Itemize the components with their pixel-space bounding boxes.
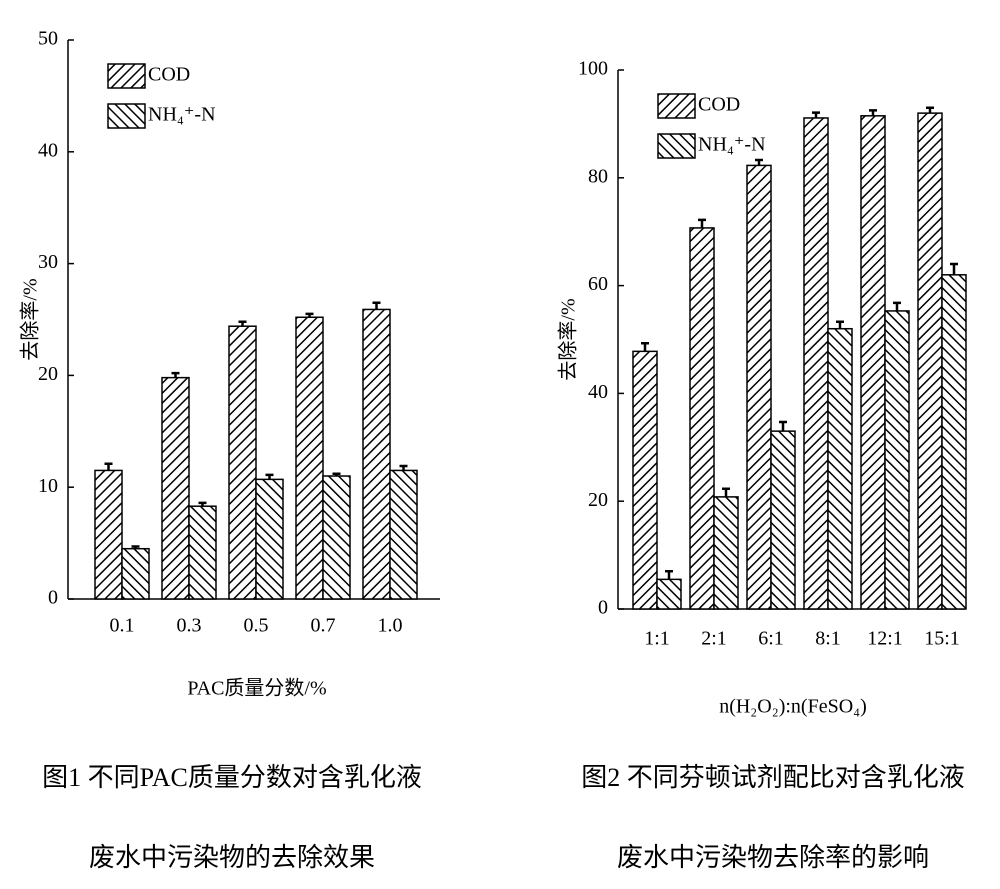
y-tick-label: 40	[38, 139, 58, 161]
bar	[713, 496, 739, 610]
x-tick-label: 15:1	[924, 628, 960, 650]
caption: 图1 不同PAC质量分数对含乳化液	[42, 763, 422, 792]
x-tick-label: 2:1	[701, 628, 727, 650]
error-bar	[722, 487, 730, 497]
error-bar	[926, 106, 934, 114]
error-bar	[265, 473, 274, 480]
y-tick-label: 50	[38, 28, 58, 50]
error-bar	[836, 320, 844, 329]
y-axis-label: 去除率/%	[557, 298, 580, 380]
y-tick-label: 0	[598, 597, 608, 619]
x-tick-label: 0.1	[110, 615, 135, 637]
x-tick-label: 0.5	[244, 615, 269, 637]
error-bar	[665, 570, 673, 580]
x-tick-label: 12:1	[867, 628, 903, 650]
x-tick-label: 0.3	[177, 615, 202, 637]
legend-swatch	[107, 103, 146, 129]
error-bar	[698, 218, 706, 228]
bar	[941, 274, 967, 610]
bar	[295, 316, 324, 600]
legend-label: NH₄⁺-N	[148, 104, 216, 126]
legend-label: NH₄⁺-N	[698, 134, 766, 156]
bar	[94, 469, 123, 600]
error-bar	[641, 342, 649, 352]
bar	[322, 475, 351, 600]
x-axis-label: n(H₂O₂):n(FeSO₄)	[719, 696, 867, 718]
error-bar	[372, 301, 381, 310]
x-tick-label: 6:1	[758, 628, 784, 650]
error-bar	[305, 312, 314, 318]
x-tick-label: 1:1	[644, 628, 670, 650]
error-bar	[171, 371, 180, 378]
x-axis-label: PAC质量分数/%	[187, 677, 326, 700]
bar	[689, 227, 715, 610]
bar	[746, 164, 772, 610]
y-tick-label: 20	[38, 363, 58, 385]
caption: 废水中污染物的去除效果	[89, 843, 375, 872]
error-bar	[238, 320, 247, 327]
legend-label: COD	[698, 94, 740, 116]
bar	[803, 117, 829, 610]
bar	[884, 310, 910, 610]
error-bar	[332, 472, 341, 477]
bar	[827, 327, 853, 610]
y-axis-label: 去除率/%	[19, 278, 42, 360]
error-bar	[104, 462, 113, 471]
x-tick-label: 1.0	[378, 615, 403, 637]
error-bar	[131, 545, 140, 549]
caption: 废水中污染物去除率的影响	[617, 843, 929, 872]
caption: 图2 不同芬顿试剂配比对含乳化液	[581, 763, 965, 792]
error-bar	[399, 464, 408, 471]
error-bar	[950, 262, 958, 275]
bar	[860, 115, 886, 610]
y-tick-label: 20	[588, 489, 608, 511]
y-tick-label: 0	[48, 587, 58, 609]
bar	[255, 478, 284, 600]
bar	[632, 350, 658, 610]
bar	[656, 578, 682, 610]
bar	[917, 112, 943, 610]
y-tick-label: 80	[588, 165, 608, 187]
error-bar	[198, 501, 207, 507]
bar	[121, 547, 150, 600]
bar	[161, 376, 190, 600]
y-tick-label: 60	[588, 273, 608, 295]
y-tick-label: 10	[38, 475, 58, 497]
bar	[362, 308, 391, 600]
bar	[228, 325, 257, 600]
legend-swatch	[657, 133, 696, 159]
bar	[389, 469, 418, 600]
legend-label: COD	[148, 64, 190, 86]
bar	[770, 430, 796, 610]
x-tick-label: 8:1	[815, 628, 841, 650]
legend-swatch	[657, 93, 696, 119]
y-tick-label: 40	[588, 381, 608, 403]
legend-swatch	[107, 63, 146, 89]
y-tick-label: 30	[38, 251, 58, 273]
error-bar	[812, 111, 820, 118]
x-tick-label: 0.7	[311, 615, 336, 637]
error-bar	[755, 158, 763, 166]
error-bar	[893, 301, 901, 311]
error-bar	[779, 420, 787, 432]
y-tick-label: 100	[578, 58, 608, 80]
error-bar	[869, 109, 877, 116]
bar	[188, 505, 217, 600]
